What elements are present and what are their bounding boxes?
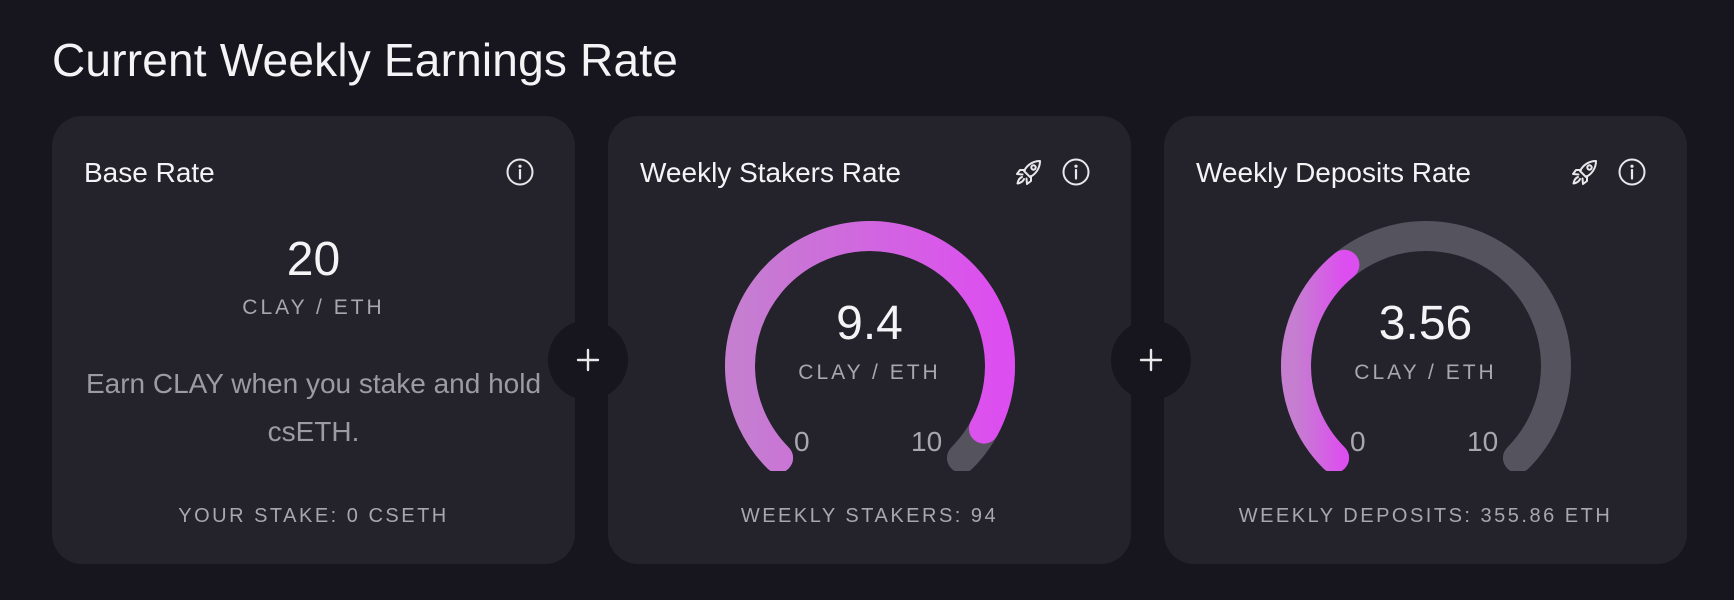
info-icon (1618, 158, 1646, 186)
weekly-deposits-title: Weekly Deposits Rate (1196, 157, 1471, 188)
gauge-max-label: 10 (911, 426, 943, 457)
info-icon (1062, 158, 1090, 186)
base-rate-value: 20 (286, 233, 341, 286)
gauge-min-label: 0 (1350, 426, 1366, 457)
plus-button[interactable] (1111, 320, 1191, 400)
gauge-max-label: 10 (1467, 426, 1499, 457)
stakers-rate-unit: CLAY / ETH (798, 361, 941, 384)
weekly-deposits-card: Weekly Deposits Rate (1164, 116, 1687, 564)
base-rate-unit: CLAY / ETH (242, 296, 385, 319)
plus-icon (576, 348, 600, 372)
deposits-rate-value: 3.56 (1378, 297, 1473, 350)
deposits-gauge (1281, 221, 1571, 471)
weekly-stakers-card: Weekly Stakers Rate (608, 116, 1131, 564)
base-rate-title: Base Rate (84, 157, 215, 188)
stakers-gauge (725, 221, 1015, 471)
rocket-icon (1572, 160, 1597, 185)
gauge-min-label: 0 (794, 426, 810, 457)
base-rate-card: Base Rate 20 CLAY / ETH Earn CLAY when y… (52, 116, 575, 564)
info-button[interactable] (1614, 154, 1650, 190)
weekly-deposits-label: WEEKLY DEPOSITS: 355.86 ETH (1238, 505, 1613, 527)
gauge-fill (725, 221, 1015, 471)
boost-button[interactable] (1567, 154, 1603, 190)
rocket-icon (1016, 160, 1041, 185)
plus-button[interactable] (548, 320, 628, 400)
page-title: Current Weekly Earnings Rate (52, 34, 679, 86)
boost-button[interactable] (1011, 154, 1047, 190)
base-rate-description: Earn CLAY when you stake and hold csETH. (85, 368, 542, 447)
plus-icon (1139, 348, 1163, 372)
info-button[interactable] (502, 154, 538, 190)
weekly-stakers-label: WEEKLY STAKERS: 94 (740, 505, 999, 527)
deposits-rate-unit: CLAY / ETH (1354, 361, 1497, 384)
stakers-rate-value: 9.4 (836, 297, 903, 350)
info-icon (506, 158, 534, 186)
gauge-fill (1281, 249, 1360, 471)
weekly-stakers-title: Weekly Stakers Rate (640, 157, 901, 188)
your-stake-label: YOUR STAKE: 0 CSETH (178, 505, 449, 527)
info-button[interactable] (1058, 154, 1094, 190)
